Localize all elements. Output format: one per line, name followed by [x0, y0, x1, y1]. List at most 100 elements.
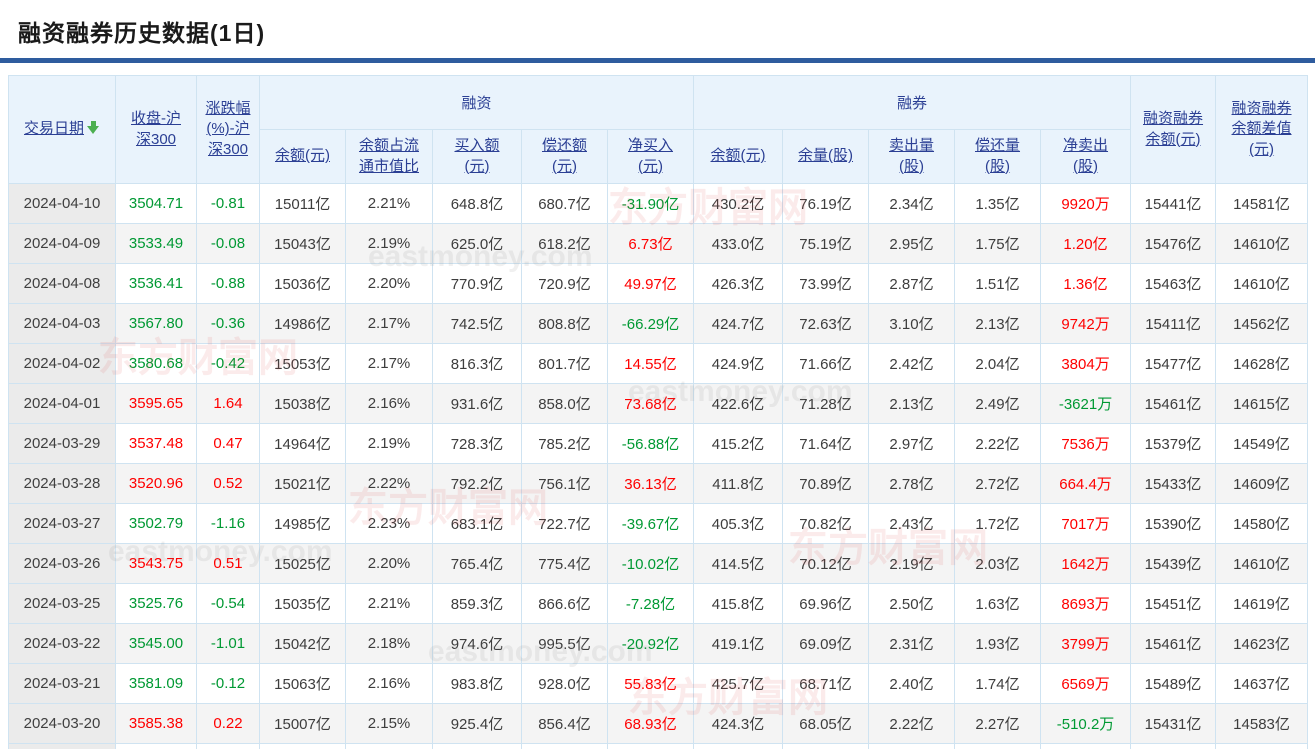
data-cell: 15431亿 [1131, 704, 1216, 744]
data-cell: 858.0亿 [522, 384, 608, 424]
trade-date-cell: 2024-04-02 [9, 344, 116, 384]
data-cell: -1.01 [197, 624, 260, 664]
data-cell: 15477亿 [1131, 344, 1216, 384]
data-cell: 1.72亿 [955, 504, 1041, 544]
column-header-fin-repay[interactable]: 偿还额 (元) [522, 130, 608, 184]
data-cell: 0.51 [197, 544, 260, 584]
data-cell: 75.19亿 [783, 224, 869, 264]
data-cell: 3.10亿 [869, 304, 955, 344]
table-row: 2024-03-273502.79-1.1614985亿2.23%683.1亿7… [9, 504, 1308, 544]
column-header-sec-sell-label[interactable]: 卖出量 (股) [889, 137, 934, 174]
data-cell: 425.7亿 [694, 664, 783, 704]
data-cell: 618.2亿 [522, 224, 608, 264]
column-header-trade-date[interactable]: 交易日期 [9, 76, 116, 184]
data-cell: 14.55亿 [608, 344, 694, 384]
column-header-close-csi300[interactable]: 收盘-沪 深300 [116, 76, 197, 184]
data-cell: 756.1亿 [522, 464, 608, 504]
data-cell [522, 744, 608, 749]
data-cell: 3581.09 [116, 664, 197, 704]
data-cell: 430.2亿 [694, 184, 783, 224]
data-cell: 15441亿 [1131, 184, 1216, 224]
column-header-fin-repay-label[interactable]: 偿还额 (元) [542, 137, 587, 174]
data-cell: 792.2亿 [433, 464, 522, 504]
table-row: 2024-04-103504.71-0.8115011亿2.21%648.8亿6… [9, 184, 1308, 224]
column-header-fin-net-buy[interactable]: 净买入 (元) [608, 130, 694, 184]
data-cell: 433.0亿 [694, 224, 783, 264]
data-cell: 2.16% [346, 664, 433, 704]
group-header-securities-label: 融券 [897, 95, 927, 112]
data-cell: 974.6亿 [433, 624, 522, 664]
column-header-fin-net-buy-label[interactable]: 净买入 (元) [628, 137, 673, 174]
data-cell [608, 744, 694, 749]
data-cell: 8693万 [1041, 584, 1131, 624]
data-cell: 76.19亿 [783, 184, 869, 224]
column-header-fin-buy-label[interactable]: 买入额 (元) [454, 137, 499, 174]
column-header-trade-date-label[interactable]: 交易日期 [24, 120, 84, 137]
column-header-sec-net-sell[interactable]: 净卖出 (股) [1041, 130, 1131, 184]
data-cell [1131, 744, 1216, 749]
data-cell: 2.50亿 [869, 584, 955, 624]
data-cell: 14609亿 [1216, 464, 1308, 504]
data-cell: 2.20% [346, 264, 433, 304]
data-cell: -3621万 [1041, 384, 1131, 424]
data-cell: 2.23% [346, 504, 433, 544]
column-header-fin-balance[interactable]: 余额(元) [260, 130, 346, 184]
data-cell: -20.92亿 [608, 624, 694, 664]
data-cell: 2.27亿 [955, 704, 1041, 744]
data-cell: 55.83亿 [608, 664, 694, 704]
data-cell: -0.36 [197, 304, 260, 344]
data-cell: 3525.76 [116, 584, 197, 624]
column-header-sec-volume-label[interactable]: 余量(股) [798, 147, 853, 164]
column-header-sec-balance-label[interactable]: 余额(元) [711, 147, 766, 164]
column-header-balance-diff[interactable]: 融资融券 余额差值 (元) [1216, 76, 1308, 184]
data-cell: 70.82亿 [783, 504, 869, 544]
column-header-sec-net-sell-label[interactable]: 净卖出 (股) [1063, 137, 1108, 174]
data-cell: 424.9亿 [694, 344, 783, 384]
data-cell: 424.7亿 [694, 304, 783, 344]
column-header-sec-volume[interactable]: 余量(股) [783, 130, 869, 184]
column-header-total-balance-label[interactable]: 融资融券 余额(元) [1143, 110, 1203, 147]
column-header-fin-ratio[interactable]: 余额占流 通市值比 [346, 130, 433, 184]
data-cell: 71.28亿 [783, 384, 869, 424]
column-header-fin-ratio-label[interactable]: 余额占流 通市值比 [359, 137, 419, 174]
column-header-fin-buy[interactable]: 买入额 (元) [433, 130, 522, 184]
data-cell [197, 744, 260, 749]
column-header-sec-repay[interactable]: 偿还量 (股) [955, 130, 1041, 184]
data-cell: 2.03亿 [955, 544, 1041, 584]
data-cell: 15036亿 [260, 264, 346, 304]
data-cell: 3580.68 [116, 344, 197, 384]
data-cell: 995.5亿 [522, 624, 608, 664]
trade-date-cell: 2024-03-25 [9, 584, 116, 624]
table-row: 2024-03-293537.480.4714964亿2.19%728.3亿78… [9, 424, 1308, 464]
trade-date-cell: 2024-03-20 [9, 704, 116, 744]
column-header-change-csi300[interactable]: 涨跌幅 (%)-沪 深300 [197, 76, 260, 184]
data-cell: 414.5亿 [694, 544, 783, 584]
table-header: 交易日期 收盘-沪 深300 涨跌幅 (%)-沪 深300 融资 融券 融资融券… [9, 76, 1308, 184]
data-cell [346, 744, 433, 749]
table-row: 2024-03-263543.750.5115025亿2.20%765.4亿77… [9, 544, 1308, 584]
data-cell: 3595.65 [116, 384, 197, 424]
column-header-sec-repay-label[interactable]: 偿还量 (股) [975, 137, 1020, 174]
data-cell: 0.52 [197, 464, 260, 504]
data-cell: 15489亿 [1131, 664, 1216, 704]
data-cell: 664.4万 [1041, 464, 1131, 504]
data-cell: 2.17% [346, 344, 433, 384]
data-cell: 765.4亿 [433, 544, 522, 584]
column-header-sec-balance[interactable]: 余额(元) [694, 130, 783, 184]
data-cell: 1.64 [197, 384, 260, 424]
data-cell: 2.72亿 [955, 464, 1041, 504]
table-row: 2024-04-023580.68-0.4215053亿2.17%816.3亿8… [9, 344, 1308, 384]
data-cell [116, 744, 197, 749]
column-header-change-label[interactable]: 涨跌幅 (%)-沪 深300 [205, 100, 250, 158]
data-cell: 2.43亿 [869, 504, 955, 544]
page-header: 融资融券历史数据(1日) [0, 0, 1315, 63]
column-header-sec-sell[interactable]: 卖出量 (股) [869, 130, 955, 184]
data-cell: 1.51亿 [955, 264, 1041, 304]
column-header-close-label[interactable]: 收盘-沪 深300 [131, 110, 181, 147]
column-header-total-balance[interactable]: 融资融券 余额(元) [1131, 76, 1216, 184]
data-cell: 2.87亿 [869, 264, 955, 304]
data-cell: 69.96亿 [783, 584, 869, 624]
column-header-balance-diff-label[interactable]: 融资融券 余额差值 (元) [1232, 100, 1292, 158]
column-header-fin-balance-label[interactable]: 余额(元) [275, 147, 330, 164]
data-cell: 3545.00 [116, 624, 197, 664]
